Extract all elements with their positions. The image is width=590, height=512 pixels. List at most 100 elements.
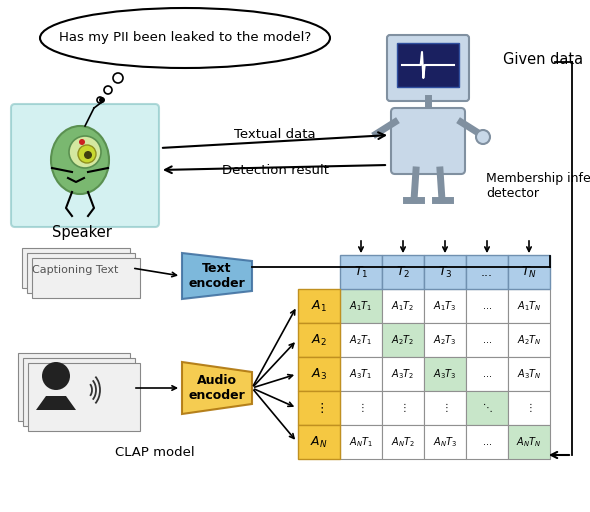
Text: $T_3$: $T_3$ <box>438 265 453 280</box>
Bar <box>508 357 550 391</box>
Bar <box>298 357 340 391</box>
Text: $\ddots$: $\ddots$ <box>481 401 492 415</box>
Bar <box>340 289 382 323</box>
FancyBboxPatch shape <box>391 108 465 174</box>
Text: Given data: Given data <box>503 52 583 67</box>
Ellipse shape <box>40 8 330 68</box>
Text: ...: ... <box>483 301 491 311</box>
Circle shape <box>476 130 490 144</box>
Text: ...: ... <box>481 266 493 279</box>
Bar <box>424 323 466 357</box>
Circle shape <box>113 73 123 83</box>
Text: $A_NT_2$: $A_NT_2$ <box>391 435 415 449</box>
Circle shape <box>79 139 85 145</box>
Bar <box>466 255 508 289</box>
Polygon shape <box>182 362 252 414</box>
Text: $A_3T_N$: $A_3T_N$ <box>517 367 542 381</box>
Text: $A_3$: $A_3$ <box>311 367 327 381</box>
Text: $A_2T_3$: $A_2T_3$ <box>433 333 457 347</box>
Bar <box>298 391 340 425</box>
Bar <box>508 255 550 289</box>
FancyBboxPatch shape <box>22 248 130 288</box>
Text: $A_1T_1$: $A_1T_1$ <box>349 299 373 313</box>
Text: ...: ... <box>483 335 491 345</box>
Polygon shape <box>36 396 76 410</box>
Text: ...: ... <box>483 369 491 379</box>
Text: Text
encoder: Text encoder <box>189 262 245 290</box>
Text: $A_2T_2$: $A_2T_2$ <box>391 333 415 347</box>
Bar <box>298 289 340 323</box>
Text: $A_NT_N$: $A_NT_N$ <box>516 435 542 449</box>
Bar <box>424 425 466 459</box>
Bar <box>382 357 424 391</box>
Bar <box>424 391 466 425</box>
Ellipse shape <box>51 126 109 194</box>
FancyBboxPatch shape <box>18 353 130 421</box>
Circle shape <box>97 97 103 103</box>
FancyBboxPatch shape <box>32 258 140 298</box>
Bar <box>424 289 466 323</box>
Text: $A_1T_N$: $A_1T_N$ <box>517 299 542 313</box>
Circle shape <box>78 145 96 163</box>
Text: $A_2T_N$: $A_2T_N$ <box>517 333 542 347</box>
Text: $A_NT_1$: $A_NT_1$ <box>349 435 373 449</box>
Circle shape <box>84 151 92 159</box>
Bar <box>340 425 382 459</box>
Text: Audio
encoder: Audio encoder <box>189 374 245 402</box>
Text: Textual data: Textual data <box>234 129 316 141</box>
Text: $A_3T_2$: $A_3T_2$ <box>391 367 415 381</box>
Circle shape <box>42 362 70 390</box>
Text: $\vdots$: $\vdots$ <box>314 401 323 415</box>
Bar <box>466 425 508 459</box>
Bar <box>466 357 508 391</box>
Bar <box>340 323 382 357</box>
Text: $A_2T_1$: $A_2T_1$ <box>349 333 373 347</box>
Bar <box>382 391 424 425</box>
Text: $A_3T_1$: $A_3T_1$ <box>349 367 373 381</box>
Text: $A_N$: $A_N$ <box>310 435 328 450</box>
Bar <box>382 289 424 323</box>
Bar <box>508 323 550 357</box>
Text: $A_NT_3$: $A_NT_3$ <box>433 435 457 449</box>
Bar <box>298 425 340 459</box>
Text: $A_1T_2$: $A_1T_2$ <box>391 299 415 313</box>
Bar <box>466 289 508 323</box>
Bar <box>382 323 424 357</box>
Bar <box>340 255 382 289</box>
Bar <box>382 425 424 459</box>
Text: $T_N$: $T_N$ <box>521 265 537 280</box>
Bar <box>382 255 424 289</box>
FancyBboxPatch shape <box>28 363 140 431</box>
Text: $A_1$: $A_1$ <box>311 298 327 313</box>
FancyBboxPatch shape <box>27 253 135 293</box>
Circle shape <box>69 136 101 168</box>
Bar <box>340 391 382 425</box>
Text: Speaker: Speaker <box>52 224 112 240</box>
Bar <box>298 323 340 357</box>
Circle shape <box>104 86 112 94</box>
Bar <box>466 323 508 357</box>
Bar <box>508 391 550 425</box>
Text: ...: ... <box>483 437 491 447</box>
FancyBboxPatch shape <box>397 43 459 87</box>
Circle shape <box>99 97 105 103</box>
Text: Has my PII been leaked to the model?: Has my PII been leaked to the model? <box>59 32 311 45</box>
Text: $T_1$: $T_1$ <box>354 265 368 280</box>
Text: $T_2$: $T_2$ <box>396 265 410 280</box>
Text: Captioning Text: Captioning Text <box>32 265 118 275</box>
Bar <box>424 357 466 391</box>
Text: $\vdots$: $\vdots$ <box>399 401 407 415</box>
Text: Membership inference
detector: Membership inference detector <box>486 172 590 200</box>
FancyBboxPatch shape <box>23 358 135 426</box>
Text: $\vdots$: $\vdots$ <box>441 401 448 415</box>
Text: $\vdots$: $\vdots$ <box>358 401 365 415</box>
Text: Detection result: Detection result <box>221 163 329 177</box>
FancyBboxPatch shape <box>11 104 159 227</box>
Text: CLAP model: CLAP model <box>115 445 195 459</box>
Polygon shape <box>182 253 252 299</box>
FancyBboxPatch shape <box>387 35 469 101</box>
Text: $A_3T_3$: $A_3T_3$ <box>433 367 457 381</box>
Bar <box>424 255 466 289</box>
Text: $\vdots$: $\vdots$ <box>525 401 533 415</box>
Bar <box>466 391 508 425</box>
